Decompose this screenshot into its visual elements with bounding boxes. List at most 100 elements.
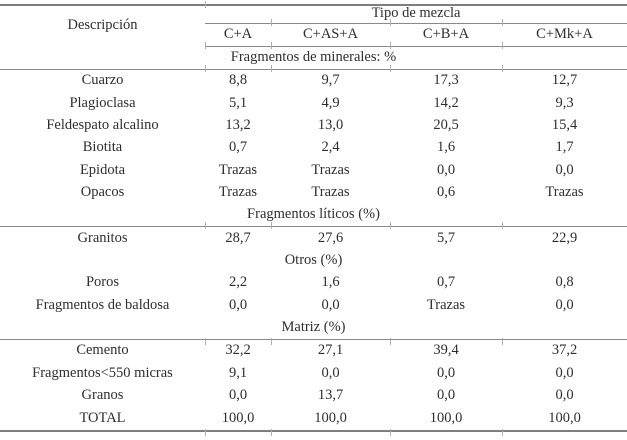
grid-tick <box>390 65 391 72</box>
value-cell: 2,2 <box>228 274 248 291</box>
table-row: Fragmentos de baldosa 0,0 0,0 Trazas 0,0 <box>0 294 627 316</box>
value-cell: 27,6 <box>317 229 344 246</box>
row-label: Opacos <box>80 183 125 200</box>
description-header: Descripción <box>67 17 138 34</box>
value-cell: Trazas <box>218 161 258 178</box>
value-cell: 14,2 <box>433 94 459 111</box>
value-cell: 9,1 <box>228 364 248 381</box>
grid-tick <box>390 429 391 436</box>
value-cell: 0,0 <box>321 296 340 313</box>
section-title-row: Otros (%) <box>0 250 627 272</box>
grid-tick <box>205 65 206 72</box>
grid-tick <box>205 42 206 49</box>
table-row: Opacos Trazas Trazas 0,6 Trazas <box>0 182 627 204</box>
value-cell: Trazas <box>311 183 350 200</box>
value-cell: 100,0 <box>221 409 255 426</box>
grid-tick <box>390 42 391 49</box>
grid-tick <box>271 65 272 72</box>
row-label: TOTAL <box>79 409 126 426</box>
table-row: Granitos 28,7 27,6 5,7 22,9 <box>0 227 627 250</box>
row-label: Epidota <box>79 161 126 178</box>
value-cell: 13,7 <box>317 387 344 404</box>
value-cell: 100,0 <box>314 409 347 426</box>
value-cell: 0,0 <box>555 296 574 313</box>
section-title-row: Fragmentos líticos (%) <box>0 203 627 228</box>
section-title-row: Matriz (%) <box>0 316 627 341</box>
composition-table: Descripción Tipo de mezcla C+A C+AS+A C+… <box>0 4 627 432</box>
grid-tick <box>271 42 272 49</box>
table-header-group-row: Descripción Tipo de mezcla <box>0 5 627 33</box>
value-cell: 39,4 <box>433 342 459 359</box>
table-row: Biotita 0,7 2,4 1,6 1,7 <box>0 137 627 159</box>
value-cell: 0,7 <box>436 274 456 291</box>
value-cell: 22,9 <box>551 229 578 246</box>
value-cell: 9,7 <box>321 72 340 89</box>
table-column-header-row: C+A C+AS+A C+B+A C+Mk+A <box>0 23 627 47</box>
row-label: Poros <box>85 274 120 291</box>
value-cell: 0,0 <box>555 161 574 178</box>
value-cell: Trazas <box>426 296 466 313</box>
value-cell: 1,7 <box>555 139 574 156</box>
row-label: Cemento <box>76 342 129 359</box>
grid-tick <box>502 42 503 49</box>
grid-tick <box>271 222 272 229</box>
table-row-total: TOTAL 100,0 100,0 100,0 100,0 <box>0 407 627 431</box>
value-cell: 100,0 <box>548 409 581 426</box>
value-cell: 9,3 <box>555 94 574 111</box>
grid-tick <box>205 222 206 229</box>
value-cell: 20,5 <box>433 117 459 134</box>
grid-tick <box>390 19 391 26</box>
value-cell: Trazas <box>218 183 258 200</box>
value-cell: 13,0 <box>317 117 344 134</box>
table-row: Poros 2,2 1,6 0,7 0,8 <box>0 272 627 294</box>
row-label: Cuarzo <box>81 72 124 89</box>
grid-tick <box>205 338 206 345</box>
value-cell: 0,7 <box>228 139 248 156</box>
grid-tick <box>502 429 503 436</box>
grid-tick <box>502 222 503 229</box>
column-header-c-mk-a: C+Mk+A <box>502 23 627 47</box>
table-row: Granos 0,0 13,7 0,0 0,0 <box>0 385 627 407</box>
section-title-minerales: Fragmentos de minerales: % <box>0 46 627 71</box>
grid-tick <box>271 338 272 345</box>
value-cell: 0,6 <box>436 183 456 200</box>
value-cell: 5,1 <box>228 94 248 111</box>
value-cell: 0,0 <box>321 364 340 381</box>
value-cell: 15,4 <box>551 117 578 134</box>
value-cell: 0,0 <box>436 161 456 178</box>
grid-tick <box>390 222 391 229</box>
table-row: Feldespato alcalino 13,2 13,0 20,5 15,4 <box>0 115 627 137</box>
row-label: Granitos <box>77 229 128 246</box>
column-header-c-a: C+A <box>205 23 271 47</box>
value-cell: 0,0 <box>555 387 574 404</box>
grid-tick <box>390 338 391 345</box>
row-label: Plagioclasa <box>69 94 136 111</box>
table-row: Cemento 32,2 27,1 39,4 37,2 <box>0 340 627 363</box>
value-cell: Trazas <box>311 161 350 178</box>
value-cell: 4,9 <box>321 94 340 111</box>
column-header-c-b-a: C+B+A <box>390 23 502 47</box>
value-cell: 12,7 <box>551 72 578 89</box>
value-cell: 5,7 <box>436 229 456 246</box>
row-label: Granos <box>81 387 124 404</box>
row-label: Fragmentos<550 micras <box>32 364 173 381</box>
row-label: Fragmentos de baldosa <box>35 296 170 313</box>
row-label: Feldespato alcalino <box>46 117 159 134</box>
section-title-row: Fragmentos de minerales: % <box>0 46 627 71</box>
grid-tick <box>271 19 272 26</box>
group-header-tipo-de-mezcla: Tipo de mezcla <box>205 5 627 24</box>
section-title-otros: Otros (%) <box>284 252 343 269</box>
value-cell: 13,2 <box>225 117 251 134</box>
grid-tick <box>502 65 503 72</box>
grid-tick <box>271 429 272 436</box>
table-row: Plagioclasa 5,1 4,9 14,2 9,3 <box>0 93 627 115</box>
value-cell: Trazas <box>545 183 584 200</box>
value-cell: 0,0 <box>436 364 456 381</box>
grid-tick <box>502 19 503 26</box>
table-row: Fragmentos<550 micras 9,1 0,0 0,0 0,0 <box>0 363 627 385</box>
value-cell: 8,8 <box>228 72 248 89</box>
grid-tick <box>502 338 503 345</box>
value-cell: 0,0 <box>228 387 248 404</box>
column-header-c-as-a: C+AS+A <box>271 23 390 47</box>
